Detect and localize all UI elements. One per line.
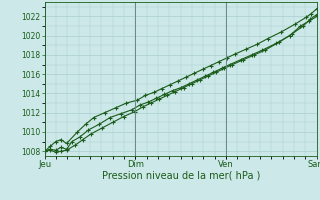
X-axis label: Pression niveau de la mer( hPa ): Pression niveau de la mer( hPa )	[102, 171, 260, 181]
